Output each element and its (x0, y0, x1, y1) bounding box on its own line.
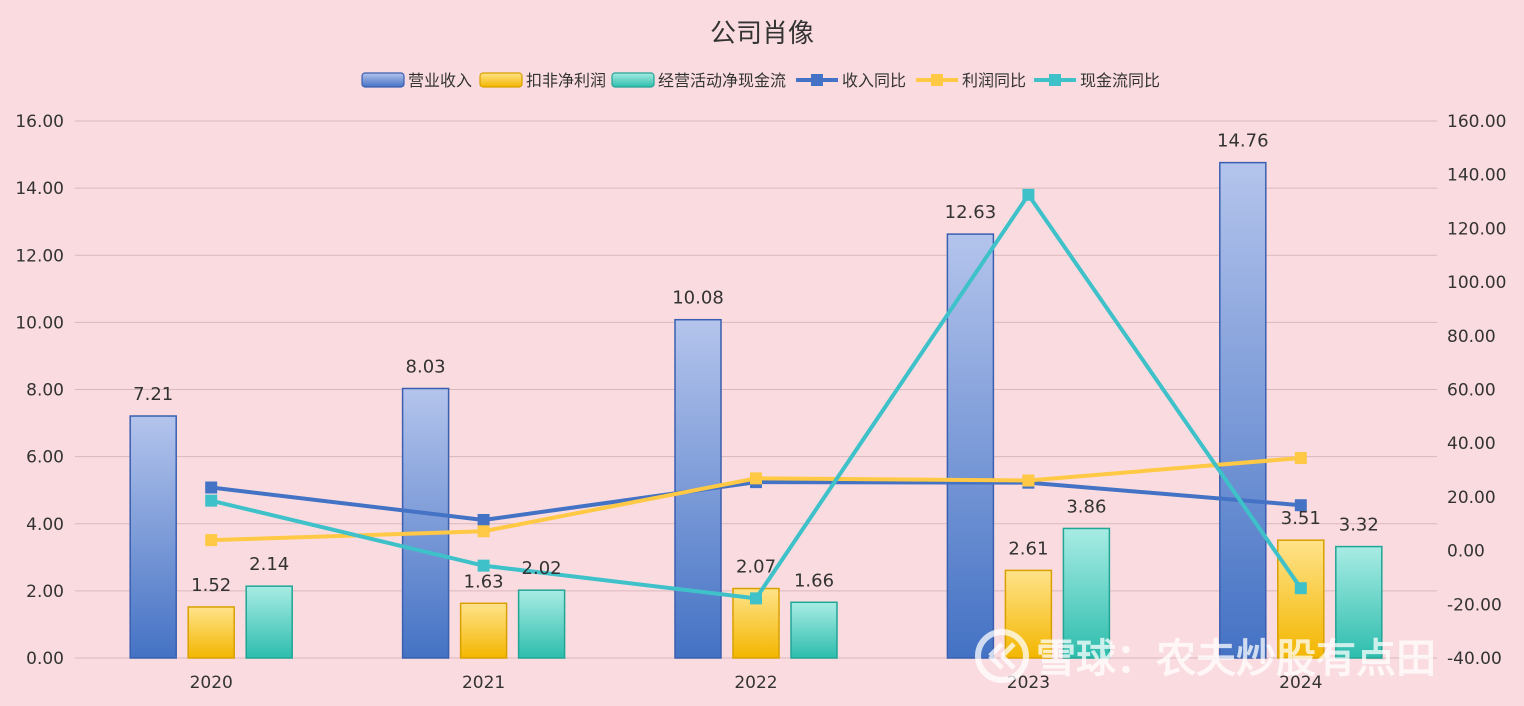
left-axis-tick: 8.00 (26, 381, 64, 401)
watermark-text: 雪球：农夫炒股有点田 (1036, 636, 1436, 682)
legend-marker (1049, 74, 1061, 86)
watermark: 雪球：农夫炒股有点田 (975, 629, 1436, 683)
line-point (205, 534, 218, 547)
line-point (1022, 188, 1035, 201)
left-axis-tick: 4.00 (26, 515, 64, 535)
bar (517, 589, 566, 659)
legend-marker (811, 74, 823, 86)
data-label: 7.21 (133, 384, 173, 405)
right-axis-tick: 160.00 (1447, 112, 1506, 132)
bar (129, 415, 177, 659)
data-label: 14.76 (1217, 131, 1269, 152)
bar (1219, 161, 1267, 659)
right-axis-tick: 20.00 (1447, 488, 1496, 508)
x-axis-tick: 2021 (462, 673, 505, 693)
x-axis-tick: 2024 (1279, 673, 1322, 693)
left-axis-tick: 10.00 (15, 313, 64, 333)
data-label: 2.02 (522, 558, 562, 579)
legend-entry: 利润同比 (962, 71, 1026, 90)
left-axis-tick: 2.00 (26, 582, 64, 602)
xueqiu-logo-icon (975, 629, 1029, 683)
axes: 0.00 2.00 4.00 6.00 8.00 10.00 12.00 14.00 16.00… (15, 112, 1506, 693)
data-label: 10.08 (672, 288, 724, 309)
line-point (205, 481, 218, 494)
legend-swatch (611, 72, 655, 88)
line-point (477, 559, 490, 572)
legend: 营业收入 扣非净利润 经营活动净现金流 收入同比 利润同比 现金流同比 (361, 71, 1160, 90)
left-axis-tick: 0.00 (26, 649, 64, 669)
data-label: 12.63 (945, 202, 997, 223)
right-axis-tick: 40.00 (1447, 434, 1496, 454)
bar (459, 602, 508, 659)
legend-entry: 经营活动净现金流 (658, 71, 786, 90)
data-label: 8.03 (406, 356, 446, 377)
bar (187, 606, 235, 659)
line-point (750, 592, 762, 605)
legend-entry: 营业收入 (408, 71, 472, 90)
right-axis-tick: 100.00 (1447, 273, 1506, 293)
line-point (1294, 499, 1307, 512)
data-label: 3.86 (1066, 496, 1106, 517)
line-point (1022, 474, 1035, 487)
line-point (477, 513, 490, 526)
data-label: 3.51 (1281, 508, 1321, 529)
data-label: 2.14 (249, 554, 289, 575)
data-labels: 7.21 8.03 10.08 12.63 14.76 1.52 1.63 2.07 2.61 3… (133, 131, 1379, 596)
x-axis-tick: 2022 (734, 673, 777, 693)
right-axis-tick: -20.00 (1447, 595, 1502, 615)
data-label: 2.61 (1008, 538, 1048, 559)
bars (129, 161, 1383, 659)
data-label: 3.32 (1339, 515, 1379, 536)
data-label: 2.07 (736, 557, 776, 578)
right-axis-tick: 0.00 (1447, 542, 1485, 562)
right-axis-tick: 120.00 (1447, 219, 1506, 239)
left-axis-tick: 12.00 (15, 246, 64, 266)
bar (401, 387, 450, 659)
right-axis-tick: 80.00 (1447, 327, 1496, 347)
legend-swatch (479, 72, 523, 88)
bar (946, 233, 995, 659)
left-axis-tick: 6.00 (26, 448, 64, 468)
lines (205, 188, 1307, 605)
line-point (205, 494, 218, 507)
data-label: 1.66 (794, 570, 834, 591)
xueqiu-logo-mark (988, 642, 1016, 670)
line-point (750, 472, 762, 485)
bar (1277, 539, 1325, 659)
series-line (211, 455, 1301, 543)
bar (245, 585, 293, 659)
right-axis-tick: 60.00 (1447, 381, 1496, 401)
chart-title: 公司肖像 (710, 19, 814, 49)
right-axis-tick: -40.00 (1447, 649, 1502, 669)
legend-swatch (361, 72, 405, 88)
line-point (1294, 582, 1307, 595)
line-point (477, 525, 490, 538)
x-axis-tick: 2020 (190, 673, 233, 693)
data-label: 1.63 (464, 571, 504, 592)
right-axis-tick: 140.00 (1447, 166, 1506, 186)
legend-marker (931, 74, 943, 86)
line-point (1294, 451, 1307, 464)
legend-entry: 现金流同比 (1080, 71, 1160, 90)
left-axis-tick: 16.00 (15, 112, 64, 132)
bar (1062, 527, 1111, 659)
legend-entry: 扣非净利润 (526, 71, 606, 90)
bar (1335, 545, 1383, 659)
legend-entry: 收入同比 (842, 71, 906, 90)
data-label: 1.52 (191, 575, 231, 596)
left-axis-tick: 14.00 (15, 179, 64, 199)
bar (790, 601, 838, 659)
